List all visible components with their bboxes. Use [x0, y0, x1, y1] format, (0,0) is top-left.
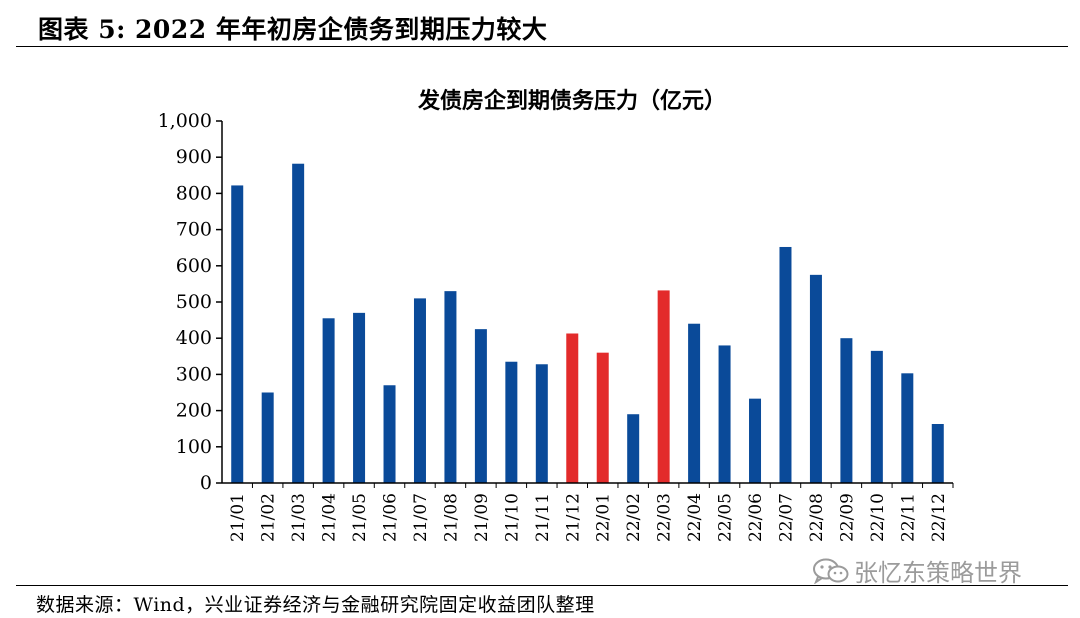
- x-tick-label: 22/12: [929, 493, 949, 542]
- figure-title: 图表 5: 2022 年年初房企债务到期压力较大: [38, 15, 548, 44]
- bar-22-06: [749, 398, 762, 483]
- x-tick-label: 21/08: [441, 493, 461, 542]
- bar-21-08: [444, 291, 457, 483]
- x-tick-label: 21/01: [228, 493, 248, 542]
- x-tick-label: 22/03: [655, 493, 675, 542]
- x-tick-label: 21/10: [502, 493, 522, 542]
- y-tick-label: 800: [176, 182, 212, 204]
- chart-title: 发债房企到期债务压力（亿元）: [417, 88, 726, 114]
- watermark-text: 张忆东策略世界: [854, 559, 1022, 587]
- top-rule: [16, 46, 1068, 47]
- x-tick-label: 21/02: [259, 493, 279, 542]
- bars: [231, 163, 944, 483]
- bar-21-12: [566, 333, 579, 483]
- x-tick-label: 22/07: [776, 493, 796, 542]
- x-tick-label: 22/10: [868, 493, 888, 542]
- watermark: 张忆东策略世界: [812, 553, 1022, 588]
- y-tick-label: 400: [176, 327, 212, 349]
- bar-21-05: [353, 312, 366, 483]
- y-tick-label: 200: [176, 400, 212, 422]
- y-tick-label: 100: [176, 436, 212, 458]
- y-tick-label: 1,000: [158, 110, 212, 132]
- y-tick-label: 300: [176, 363, 212, 385]
- wechat-icon: [813, 558, 849, 584]
- x-tick-label: 22/08: [807, 493, 827, 542]
- bar-22-08: [809, 274, 822, 483]
- source-note: 数据来源：Wind，兴业证券经济与金融研究院固定收益团队整理: [36, 594, 595, 616]
- bar-22-10: [870, 350, 883, 483]
- bar-21-03: [292, 163, 305, 483]
- bar-21-01: [231, 185, 244, 483]
- bar-22-05: [718, 345, 731, 483]
- bar-21-11: [535, 364, 548, 483]
- y-tick-label: 900: [176, 146, 212, 168]
- x-tick-label: 21/06: [381, 493, 401, 542]
- bar-21-04: [322, 318, 335, 483]
- x-tick-label: 21/07: [411, 493, 431, 542]
- x-axis: 21/01 21/02 21/03 21/04 21/05 21/06 21/07 21/08…: [222, 482, 954, 542]
- x-tick-label: 22/05: [716, 493, 736, 542]
- bar-21-06: [383, 385, 396, 483]
- y-tick-label: 700: [176, 219, 212, 241]
- x-tick-label: 21/03: [289, 493, 309, 542]
- x-tick-label: 21/12: [563, 493, 583, 542]
- bar-22-12: [931, 423, 944, 483]
- x-tick-label: 22/06: [746, 493, 766, 542]
- bar-22-09: [840, 338, 853, 483]
- x-tick-label: 21/09: [472, 493, 492, 542]
- x-tick-label: 21/04: [320, 493, 340, 542]
- y-tick-label: 0: [200, 472, 212, 494]
- bar-21-02: [261, 392, 274, 483]
- x-tick-label: 21/05: [350, 493, 370, 542]
- bar-22-04: [688, 323, 701, 483]
- bar-22-11: [901, 373, 914, 483]
- bar-21-09: [474, 329, 487, 483]
- bar-21-10: [505, 361, 518, 483]
- bar-22-07: [779, 246, 792, 483]
- bar-22-02: [627, 414, 640, 483]
- x-tick-label: 22/04: [685, 493, 705, 542]
- x-tick-label: 22/01: [594, 493, 614, 542]
- x-tick-label: 21/11: [533, 493, 553, 542]
- x-tick-label: 22/09: [837, 493, 857, 542]
- bar-22-01: [596, 352, 609, 483]
- y-tick-label: 500: [176, 291, 212, 313]
- x-tick-label: 22/02: [624, 493, 644, 542]
- bar-22-03: [657, 290, 670, 483]
- bar-chart: 发债房企到期债务压力（亿元） 0 100 200 300 400 500 600 700 800…: [158, 88, 954, 542]
- x-tick-label: 22/11: [898, 493, 918, 542]
- bar-21-07: [413, 298, 426, 483]
- bottom-rule: [16, 585, 1068, 586]
- y-tick-label: 600: [176, 255, 212, 277]
- y-axis: 0 100 200 300 400 500 600 700 800 900 1,000: [158, 110, 223, 494]
